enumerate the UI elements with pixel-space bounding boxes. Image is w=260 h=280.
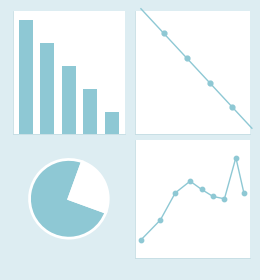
Wedge shape (69, 162, 108, 212)
Bar (19, 20, 33, 134)
Bar (40, 43, 54, 134)
Point (139, 238, 143, 242)
Point (188, 179, 192, 183)
Bar (105, 112, 119, 134)
Point (234, 155, 238, 160)
Point (211, 194, 215, 199)
Point (158, 218, 162, 222)
Bar (83, 89, 98, 134)
Point (230, 105, 235, 109)
Point (207, 80, 212, 85)
Point (199, 187, 204, 192)
Point (162, 31, 166, 36)
Point (222, 197, 226, 201)
Point (242, 191, 246, 195)
Point (173, 191, 177, 195)
Wedge shape (30, 159, 106, 238)
Point (185, 56, 189, 60)
Bar (62, 66, 76, 134)
